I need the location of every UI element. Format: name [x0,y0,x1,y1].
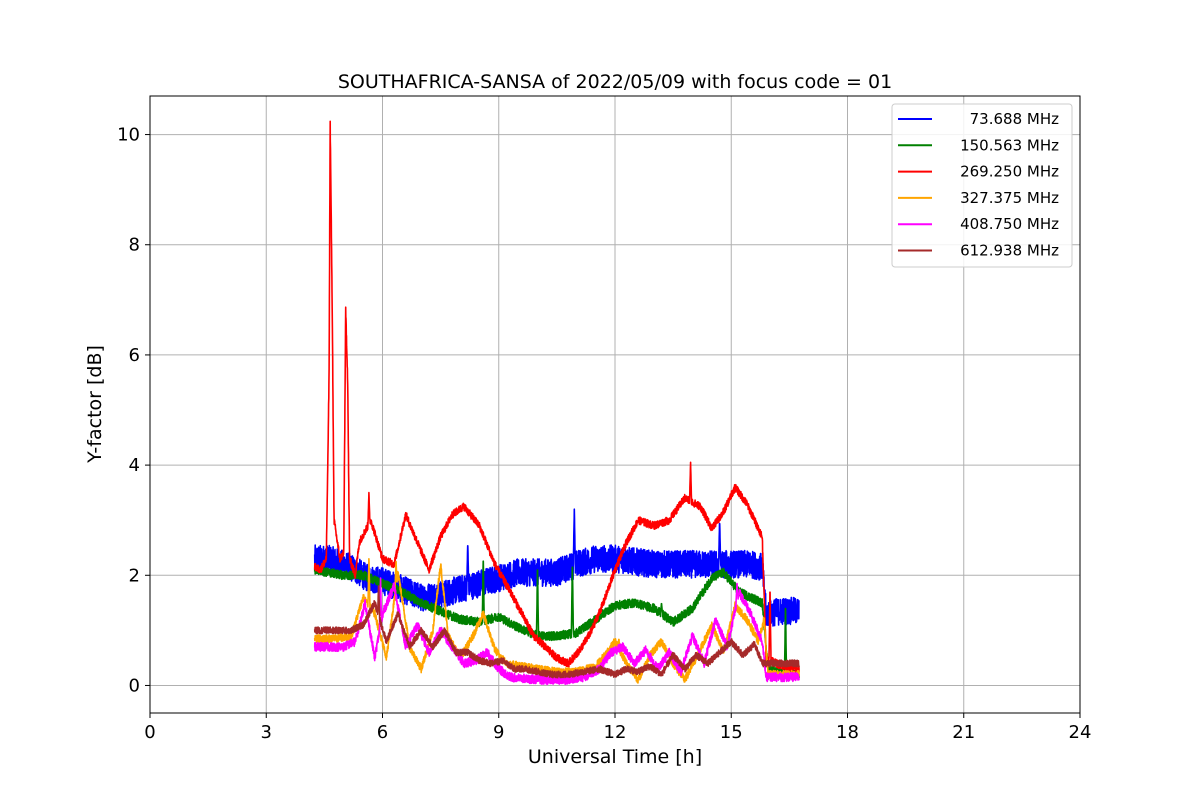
series-line [313,577,800,686]
legend-entry-label: 408.750 MHz [960,215,1059,233]
series-line [313,585,800,679]
y-tick-label: 10 [117,125,140,146]
x-tick-label: 6 [377,722,388,743]
legend: 73.688 MHz 150.563 MHz 269.250 MHz 327.375 … [891,103,1073,268]
series-line [313,120,800,673]
x-tick-label: 21 [952,722,975,743]
legend-entry-label: 73.688 MHz [970,110,1059,128]
x-axis-label: Universal Time [h] [528,746,702,768]
x-tick-label: 0 [144,722,155,743]
x-tick-label: 9 [493,722,504,743]
y-tick-label: 8 [129,235,140,256]
y-tick-label: 6 [129,345,140,366]
legend-entry-label: 269.250 MHz [960,163,1059,181]
x-tick-label: 18 [836,722,859,743]
y-tick-label: 4 [129,455,140,476]
x-tick-label: 12 [604,722,627,743]
y-axis-label: Y-factor [dB] [84,345,106,464]
legend-box [891,103,1073,268]
y-tick-label: 2 [129,565,140,586]
series-layer [313,120,800,686]
legend-entry-label: 150.563 MHz [960,136,1059,154]
chart-title: SOUTHAFRICA-SANSA of 2022/05/09 with foc… [338,71,892,93]
x-tick-label: 24 [1069,722,1092,743]
legend-entry-label: 612.938 MHz [960,242,1059,260]
x-tick-label: 15 [720,722,743,743]
legend-entry-label: 327.375 MHz [960,189,1059,207]
x-tick-label: 3 [261,722,272,743]
y-tick-label: 0 [129,675,140,696]
